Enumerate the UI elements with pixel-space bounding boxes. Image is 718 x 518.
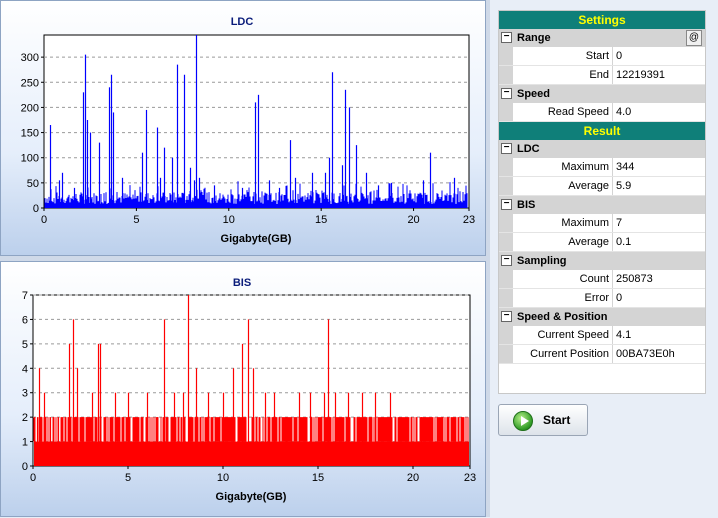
collapse-icon[interactable]: − [501, 311, 512, 322]
bis-ytick-label: 7 [22, 290, 28, 302]
bis-xtick-label: 10 [217, 472, 229, 484]
collapse-icon[interactable]: − [501, 143, 512, 154]
ldc-ytick-label: 300 [21, 52, 39, 64]
start-button-label: Start [543, 413, 571, 427]
category-label: Speed & Position [517, 311, 608, 323]
property-value: 4.1 [616, 329, 632, 341]
bis-title: BIS [233, 277, 251, 289]
property-value: 344 [616, 161, 635, 173]
ldc-ytick-label: 150 [21, 128, 39, 140]
horizontal-splitter[interactable] [0, 256, 486, 261]
bis-xtick-label: 15 [312, 472, 324, 484]
bis-xlabel: Gigabyte(GB) [216, 491, 287, 503]
category-label: BIS [517, 199, 536, 211]
property-grid: Settings − Range @ Start 0 End 12219391 − … [498, 10, 706, 394]
category-sampling[interactable]: − Sampling [499, 252, 705, 270]
ldc-ytick-label: 0 [33, 203, 39, 215]
play-icon [513, 411, 533, 431]
collapse-icon[interactable]: − [501, 88, 512, 99]
category-label: Range [517, 32, 551, 44]
bis-xtick-label: 5 [125, 472, 131, 484]
property-row-current-speed[interactable]: Current Speed 4.1 [499, 326, 705, 345]
category-bis[interactable]: − BIS [499, 196, 705, 214]
bis-ytick-label: 0 [22, 461, 28, 473]
settings-header: Settings [499, 11, 705, 29]
bis-ytick-label: 4 [22, 363, 28, 375]
property-row-count[interactable]: Count 250873 [499, 270, 705, 289]
property-value: 0.1 [616, 236, 632, 248]
ldc-ytick-label: 50 [27, 178, 39, 190]
property-key: Start [513, 47, 613, 65]
property-key: Current Position [513, 345, 613, 363]
category-ldc[interactable]: − LDC [499, 140, 705, 158]
property-row-error[interactable]: Error 0 [499, 289, 705, 308]
bis-baseline-fill [34, 441, 469, 466]
category-label: Sampling [517, 255, 567, 267]
bis-ytick-label: 2 [22, 412, 28, 424]
property-value: 250873 [616, 273, 653, 285]
vertical-splitter[interactable] [486, 0, 490, 517]
property-key: Maximum [513, 214, 613, 232]
bis-ytick-label: 5 [22, 339, 28, 351]
start-button[interactable]: Start [498, 404, 588, 436]
property-key: Error [513, 289, 613, 307]
category-speed[interactable]: − Speed [499, 85, 705, 103]
bis-ytick-label: 1 [22, 437, 28, 449]
property-value[interactable]: 12219391 [616, 69, 665, 81]
category-label: Speed [517, 88, 551, 100]
property-row-bis-avg[interactable]: Average 0.1 [499, 233, 705, 252]
property-key: Average [513, 177, 613, 195]
property-row-ldc-max[interactable]: Maximum 344 [499, 158, 705, 177]
property-row-bis-max[interactable]: Maximum 7 [499, 214, 705, 233]
property-value: 00BA73E0h [616, 348, 675, 360]
ldc-chart-panel: LDC 0 50 100 150 200 250 300 0 5 10 15 20 23 Gigaby… [0, 0, 486, 256]
property-row-ldc-avg[interactable]: Average 5.9 [499, 177, 705, 196]
property-key: Current Speed [513, 326, 613, 344]
category-label: LDC [517, 143, 540, 155]
ldc-plot-area [43, 34, 470, 209]
bis-xtick-label: 0 [30, 472, 36, 484]
ldc-ytick-label: 250 [21, 77, 39, 89]
result-header: Result [499, 122, 705, 140]
property-key: Read Speed [513, 103, 613, 121]
collapse-icon[interactable]: − [501, 199, 512, 210]
property-key: Count [513, 270, 613, 288]
property-value[interactable]: 4.0 [616, 106, 632, 118]
range-at-button[interactable]: @ [686, 30, 702, 46]
ldc-xtick-label: 10 [223, 214, 235, 226]
property-key: Maximum [513, 158, 613, 176]
bis-xtick-label: 20 [407, 472, 419, 484]
property-value: 7 [616, 217, 623, 229]
ldc-xlabel: Gigabyte(GB) [221, 233, 292, 245]
property-value[interactable]: 0 [616, 50, 623, 62]
bis-xtick-label: 23 [464, 472, 476, 484]
ldc-title: LDC [231, 16, 254, 28]
ldc-xtick-label: 23 [463, 214, 475, 226]
property-row-end[interactable]: End 12219391 [499, 66, 705, 85]
ldc-xtick-label: 15 [315, 214, 327, 226]
bis-ytick-label: 6 [22, 314, 28, 326]
ldc-ytick-label: 100 [21, 153, 39, 165]
right-panel: Settings − Range @ Start 0 End 12219391 − … [490, 0, 718, 517]
ldc-chart: LDC 0 50 100 150 200 250 300 0 5 10 15 20 23 Gigaby… [21, 16, 475, 245]
property-key: End [513, 66, 613, 84]
ldc-xtick-label: 0 [41, 214, 47, 226]
ldc-xtick-label: 5 [133, 214, 139, 226]
property-value: 5.9 [616, 180, 632, 192]
property-row-current-position[interactable]: Current Position 00BA73E0h [499, 345, 705, 364]
collapse-icon[interactable]: − [501, 32, 512, 43]
property-row-start[interactable]: Start 0 [499, 47, 705, 66]
property-value: 0 [616, 292, 623, 304]
collapse-icon[interactable]: − [501, 255, 512, 266]
bis-ytick-label: 3 [22, 388, 28, 400]
ldc-ytick-label: 200 [21, 102, 39, 114]
category-speed-position[interactable]: − Speed & Position [499, 308, 705, 326]
ldc-xtick-label: 20 [407, 214, 419, 226]
category-range[interactable]: − Range @ [499, 29, 705, 47]
property-key: Average [513, 233, 613, 251]
property-row-read-speed[interactable]: Read Speed 4.0 [499, 103, 705, 122]
